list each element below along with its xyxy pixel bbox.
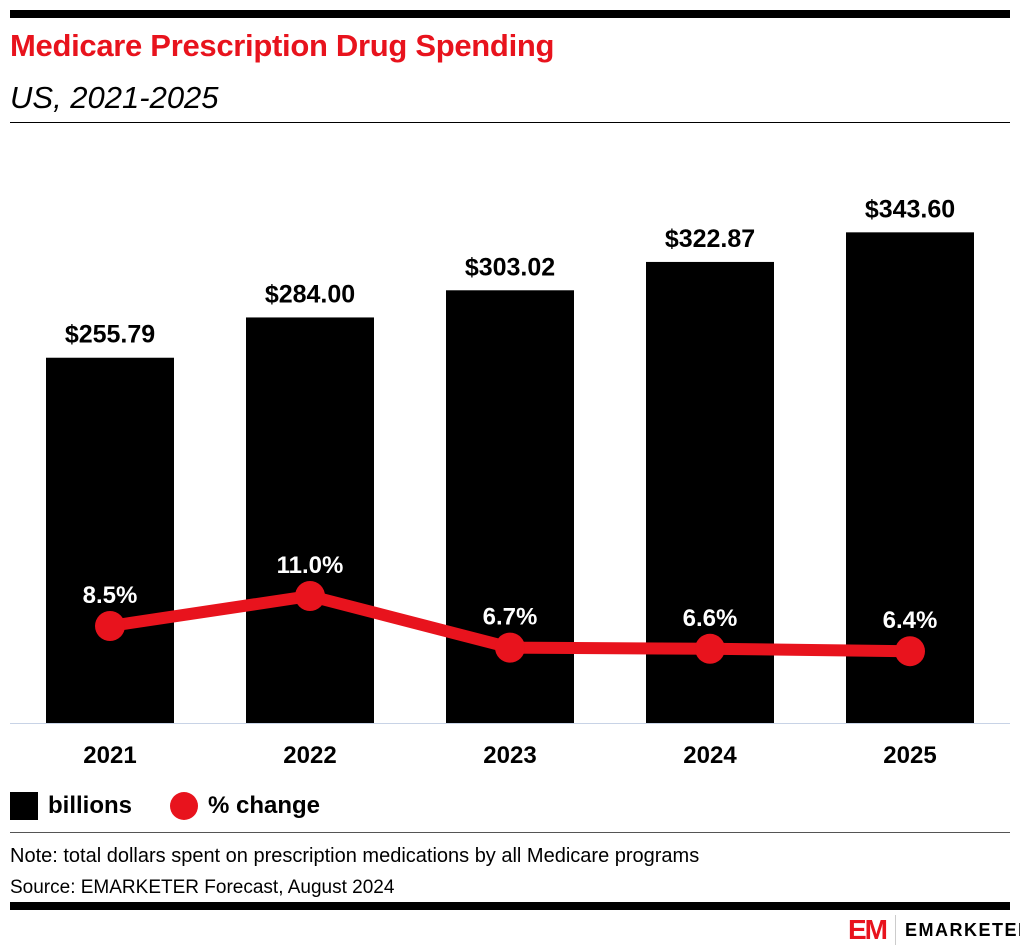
x-tick-2024: 2024 <box>683 742 737 769</box>
logo-text: EMARKETER <box>905 919 1020 940</box>
change-point-2022 <box>295 581 325 611</box>
chart-plot: $255.79 2021 $284.00 2022 $303.02 2023 $322.87… <box>10 195 1010 769</box>
legend-swatch-billions <box>10 792 38 820</box>
change-label-2025: 6.4% <box>883 607 938 634</box>
change-label-2023: 6.7% <box>483 604 538 631</box>
bar-label-2025: $343.60 <box>865 195 955 223</box>
top-rule <box>10 10 1010 18</box>
chart-title: Medicare Prescription Drug Spending <box>10 28 555 63</box>
x-tick-2021: 2021 <box>83 742 136 769</box>
source-note: Source: EMARKETER Forecast, August 2024 <box>10 877 395 898</box>
legend-label-change: % change <box>208 792 321 819</box>
change-label-2021: 8.5% <box>83 582 138 609</box>
change-point-2025 <box>895 636 925 667</box>
legend-swatch-change <box>170 792 198 820</box>
legend-label-billions: billions <box>48 792 132 819</box>
x-tick-2022: 2022 <box>283 742 336 769</box>
change-label-2022: 11.0% <box>277 552 344 579</box>
x-tick-2025: 2025 <box>883 742 936 769</box>
bottom-rule <box>10 902 1010 910</box>
emarketer-logo: EM EMARKETER <box>848 915 1020 945</box>
bar-label-2021: $255.79 <box>65 321 155 349</box>
bar-label-2024: $322.87 <box>665 225 755 253</box>
change-point-2023 <box>495 632 525 663</box>
bar-2022 <box>246 317 374 723</box>
bar-2021 <box>46 357 174 723</box>
change-point-2024 <box>695 633 725 664</box>
title-divider <box>10 122 1010 123</box>
legend: billions % change <box>10 792 320 820</box>
change-point-2021 <box>95 611 125 641</box>
bar-label-2023: $303.02 <box>465 253 555 281</box>
logo-mark: EM <box>848 915 896 945</box>
footer-divider <box>10 832 1010 833</box>
x-tick-2023: 2023 <box>483 742 536 769</box>
bar-label-2022: $284.00 <box>265 280 355 308</box>
footnote: Note: total dollars spent on prescriptio… <box>10 845 700 867</box>
change-label-2024: 6.6% <box>683 605 738 632</box>
chart-subtitle: US, 2021-2025 <box>10 80 219 115</box>
